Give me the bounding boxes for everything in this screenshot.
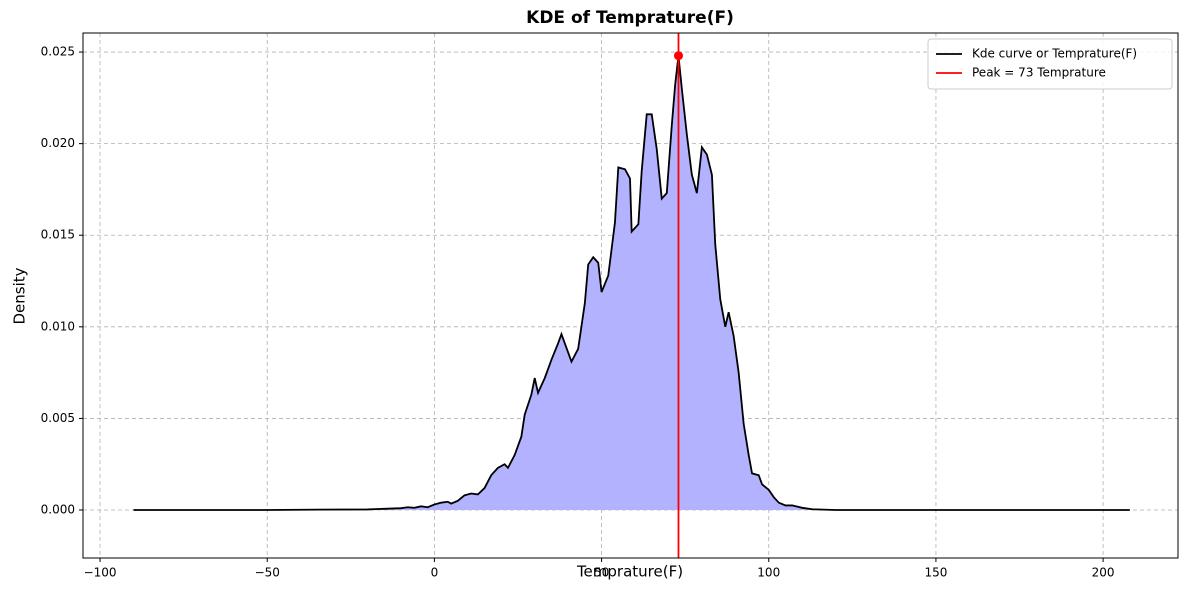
y-tick-label: 0.010 [41, 319, 75, 333]
x-tick-label: −100 [84, 566, 117, 580]
kde-line [133, 55, 1130, 511]
x-tick-label: −50 [255, 566, 280, 580]
x-axis-label: Temprature(F) [576, 563, 683, 581]
chart-title: KDE of Temprature(F) [526, 8, 734, 28]
y-axis-label: Density [11, 267, 29, 324]
plot-frame [82, 32, 1179, 559]
x-tick-label: 200 [1092, 566, 1115, 580]
x-tick-label: 0 [431, 566, 439, 580]
y-tick-label: 0.015 [41, 228, 75, 242]
legend-label: Kde curve or Temprature(F) [972, 47, 1137, 61]
kde-area [133, 55, 1130, 511]
y-tick-label: 0.025 [41, 45, 75, 59]
x-tick-label: 150 [924, 566, 947, 580]
legend-label: Peak = 73 Temprature [972, 66, 1106, 80]
y-tick-label: 0.005 [41, 411, 75, 425]
x-tick-label: 100 [757, 566, 780, 580]
x-tick-label: 50 [594, 566, 609, 580]
y-tick-label: 0.000 [41, 503, 75, 517]
legend-box [927, 38, 1173, 90]
peak-marker [673, 51, 683, 61]
y-tick-label: 0.020 [41, 136, 75, 150]
